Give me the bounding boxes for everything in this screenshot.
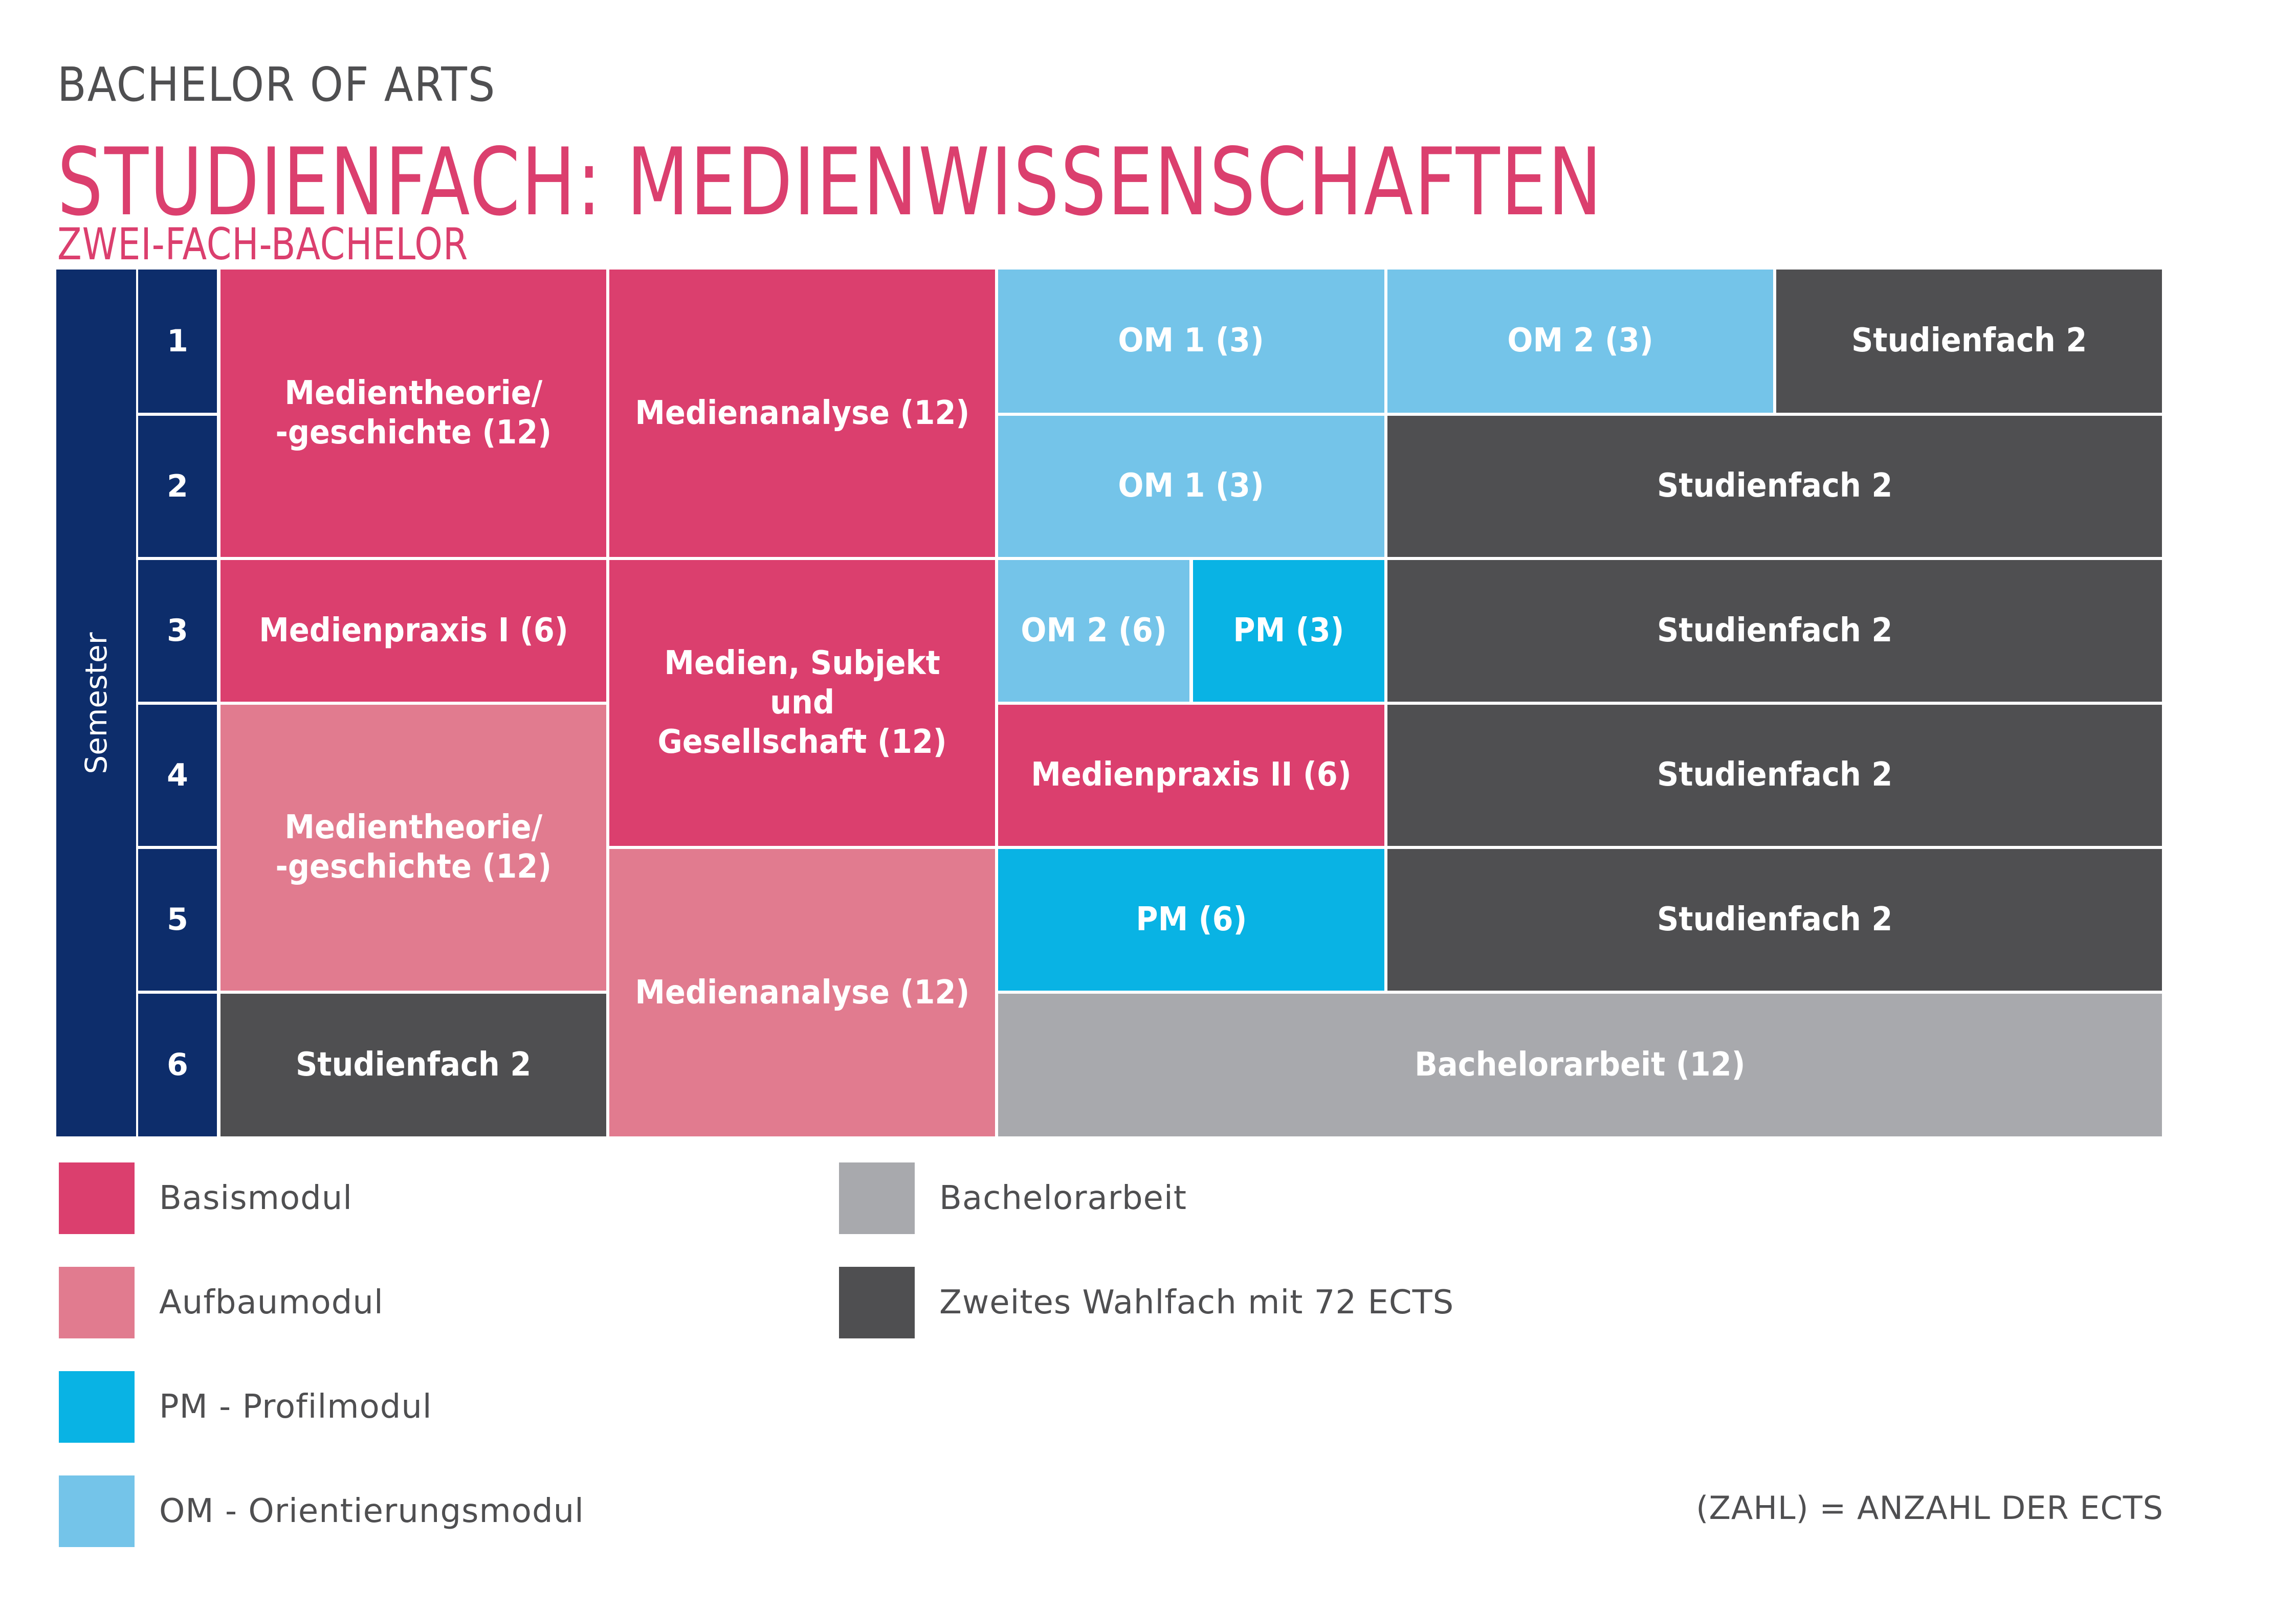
module-basismodul: Medientheorie/-geschichte (12) [220, 270, 607, 557]
module-profilmodul: PM (3) [1193, 560, 1384, 702]
module-basismodul: Medienpraxis II (6) [998, 704, 1384, 846]
legend-swatch [59, 1475, 135, 1547]
semester-number: 1 [138, 270, 217, 413]
legend-swatch [59, 1162, 135, 1234]
module-studienfach2: Studienfach 2 [1776, 270, 2162, 413]
module-studienfach2: Studienfach 2 [220, 993, 607, 1136]
semester-axis-label: Semester [56, 270, 136, 1136]
module-studienfach2: Studienfach 2 [1387, 415, 2162, 557]
semester-number: 3 [138, 560, 217, 702]
module-label: Studienfach 2 [1657, 900, 1892, 938]
module-label: Medienpraxis II (6) [1031, 756, 1352, 794]
module-studienfach2: Studienfach 2 [1387, 704, 2162, 846]
legend-label: Zweites Wahlfach mit 72 ECTS [939, 1284, 1454, 1322]
module-label: Studienfach 2 [1851, 322, 2087, 360]
ects-footnote: (ZAHL) = ANZAHL DER ECTS [1696, 1489, 2163, 1527]
semester-number: 6 [138, 993, 217, 1136]
page-subtitle: ZWEI-FACH-BACHELOR [57, 219, 469, 270]
module-aufbaumodul: Medientheorie/-geschichte (12) [220, 704, 607, 991]
module-basismodul: Medienanalyse (12) [609, 270, 996, 557]
module-label: Medienanalyse (12) [635, 973, 970, 1012]
module-orientierungsmodul: OM 1 (3) [998, 415, 1384, 557]
legend-item-basismodul: Basismodul [59, 1162, 352, 1234]
module-basismodul: Medienpraxis I (6) [220, 560, 607, 702]
module-label: Medien, Subjekt und Gesellschaft (12) [657, 644, 947, 761]
module-basismodul: Medien, Subjekt und Gesellschaft (12) [609, 560, 996, 846]
legend-item-bachelorarbeit: Bachelorarbeit [839, 1162, 1187, 1234]
legend-label: Basismodul [159, 1179, 353, 1217]
module-label: Medientheorie/-geschichte (12) [275, 809, 551, 886]
module-studienfach2: Studienfach 2 [1387, 560, 2162, 702]
semester-number: 4 [138, 704, 217, 846]
legend-label: OM - Orientierungsmodul [159, 1492, 584, 1530]
module-label: Medienanalyse (12) [635, 394, 970, 432]
module-bachelorarbeit: Bachelorarbeit (12) [998, 993, 2162, 1136]
legend-swatch [59, 1371, 135, 1443]
module-orientierungsmodul: OM 1 (3) [998, 270, 1384, 413]
module-label: OM 2 (6) [1021, 611, 1167, 650]
page-title: STUDIENFACH: MEDIENWISSENSCHAFTEN [57, 128, 1603, 236]
legend-item-profilmodul: PM - Profilmodul [59, 1371, 432, 1443]
module-label: OM 2 (3) [1507, 322, 1653, 360]
module-label: Studienfach 2 [295, 1045, 532, 1084]
module-label: PM (6) [1135, 900, 1247, 938]
module-label: Bachelorarbeit (12) [1415, 1045, 1746, 1084]
module-orientierungsmodul: OM 2 (3) [1387, 270, 1773, 413]
module-studienfach2: Studienfach 2 [1387, 849, 2162, 991]
legend-item-orientierungsmodul: OM - Orientierungsmodul [59, 1475, 584, 1547]
semester-number: 5 [138, 849, 217, 991]
degree-kicker: BACHELOR OF ARTS [57, 57, 496, 112]
semester-number: 2 [138, 415, 217, 557]
legend-label: Aufbaumodul [159, 1284, 384, 1322]
module-label: Medienpraxis I (6) [258, 611, 568, 650]
semester-axis-text: Semester [79, 632, 114, 774]
module-label: Studienfach 2 [1657, 756, 1892, 794]
module-label: Studienfach 2 [1657, 611, 1892, 650]
study-plan-grid: Semester 1 2 3 4 5 6 Medientheorie/-geschichte… [56, 270, 2163, 1136]
module-aufbaumodul: Medienanalyse (12) [609, 849, 996, 1136]
legend-item-studienfach2: Zweites Wahlfach mit 72 ECTS [839, 1267, 1454, 1338]
legend-item-aufbaumodul: Aufbaumodul [59, 1267, 384, 1338]
module-label: PM (3) [1233, 611, 1344, 650]
legend-swatch [839, 1162, 915, 1234]
legend-label: Bachelorarbeit [939, 1179, 1187, 1217]
module-profilmodul: PM (6) [998, 849, 1384, 991]
legend-swatch [839, 1267, 915, 1338]
module-label: Studienfach 2 [1657, 467, 1892, 505]
legend-swatch [59, 1267, 135, 1338]
legend-label: PM - Profilmodul [159, 1388, 432, 1426]
module-label: OM 1 (3) [1118, 467, 1265, 505]
module-orientierungsmodul: OM 2 (6) [998, 560, 1190, 702]
module-label: OM 1 (3) [1118, 322, 1265, 360]
module-label: Medientheorie/-geschichte (12) [275, 374, 551, 452]
